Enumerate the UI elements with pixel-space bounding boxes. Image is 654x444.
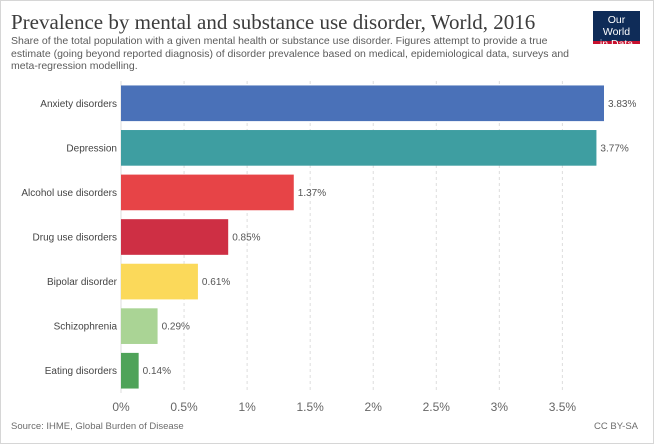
x-tick-label: 1%: [238, 400, 256, 414]
data-label: 0.29%: [162, 322, 190, 333]
category-label: Eating disorders: [45, 366, 117, 377]
x-tick-label: 0%: [112, 400, 130, 414]
source-note[interactable]: Source: IHME, Global Burden of Disease: [11, 421, 184, 432]
bar: [121, 308, 158, 344]
data-label: 3.83%: [608, 99, 636, 110]
data-label: 3.77%: [600, 143, 628, 154]
bar: [121, 352, 139, 389]
x-tick-label: 2%: [365, 400, 383, 414]
bar: [121, 174, 294, 211]
owid-logo[interactable]: Our World in Data: [593, 11, 640, 50]
bar: [121, 85, 604, 122]
category-label: Bipolar disorder: [47, 277, 118, 288]
chart-title: Prevalence by mental and substance use d…: [11, 10, 536, 34]
data-label: 0.61%: [202, 277, 230, 288]
x-tick-label: 1.5%: [296, 400, 324, 414]
chart-subtitle: Share of the total population with a giv…: [11, 35, 569, 72]
bar: [121, 263, 198, 300]
category-label: Schizophrenia: [54, 322, 118, 333]
category-label: Anxiety disorders: [40, 99, 117, 110]
category-label: Alcohol use disorders: [21, 188, 117, 199]
x-tick-label: 0.5%: [170, 400, 198, 414]
data-label: 0.85%: [232, 233, 260, 244]
bar: [121, 219, 229, 255]
bar: [121, 130, 597, 166]
data-label: 0.14%: [143, 366, 171, 377]
category-label: Drug use disorders: [33, 233, 117, 244]
x-tick-label: 2.5%: [423, 400, 451, 414]
data-label: 1.37%: [298, 188, 326, 199]
x-tick-label: 3.5%: [549, 400, 577, 414]
x-tick-label: 3%: [491, 400, 509, 414]
logo-line-2: in Data: [599, 38, 634, 50]
license-note[interactable]: CC BY-SA: [594, 421, 638, 432]
logo-line-1: Our World: [602, 14, 631, 38]
category-label: Depression: [66, 143, 117, 154]
